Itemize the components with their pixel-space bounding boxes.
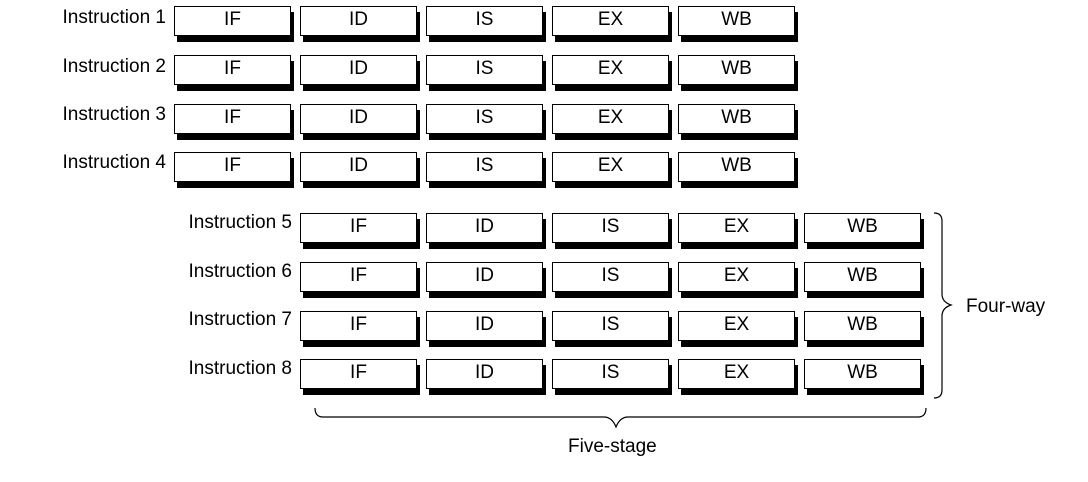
stage-box-wb: WB bbox=[678, 6, 795, 36]
stage-box-ex: EX bbox=[552, 152, 669, 182]
stage-box-id: ID bbox=[300, 152, 417, 182]
stage-box-ex: EX bbox=[552, 104, 669, 134]
instruction-label-3: Instruction 3 bbox=[62, 104, 167, 125]
stage-box-wb: WB bbox=[678, 55, 795, 85]
instruction-label-5: Instruction 5 bbox=[188, 212, 293, 233]
stage-box-wb: WB bbox=[678, 104, 795, 134]
five-stage-label: Five-stage bbox=[568, 436, 657, 457]
stage-box-if: IF bbox=[174, 104, 291, 134]
instruction-label-2: Instruction 2 bbox=[62, 56, 167, 77]
stage-box-ex: EX bbox=[678, 213, 795, 243]
stage-box-is: IS bbox=[426, 55, 543, 85]
stage-box-id: ID bbox=[300, 6, 417, 36]
stage-box-if: IF bbox=[300, 311, 417, 341]
instruction-label-6: Instruction 6 bbox=[188, 261, 293, 282]
horizontal-brace bbox=[314, 407, 927, 429]
instruction-label-4: Instruction 4 bbox=[62, 152, 167, 173]
stage-box-is: IS bbox=[552, 262, 669, 292]
stage-box-ex: EX bbox=[678, 262, 795, 292]
stage-box-wb: WB bbox=[804, 311, 921, 341]
stage-box-is: IS bbox=[552, 359, 669, 389]
stage-box-is: IS bbox=[552, 213, 669, 243]
stage-box-wb: WB bbox=[804, 359, 921, 389]
stage-box-is: IS bbox=[426, 152, 543, 182]
stage-box-if: IF bbox=[300, 213, 417, 243]
stage-box-if: IF bbox=[174, 6, 291, 36]
stage-box-id: ID bbox=[426, 262, 543, 292]
stage-box-is: IS bbox=[426, 6, 543, 36]
stage-box-if: IF bbox=[300, 359, 417, 389]
stage-box-wb: WB bbox=[804, 213, 921, 243]
stage-box-id: ID bbox=[426, 213, 543, 243]
stage-box-is: IS bbox=[426, 104, 543, 134]
stage-box-wb: WB bbox=[804, 262, 921, 292]
stage-box-ex: EX bbox=[552, 55, 669, 85]
stage-box-id: ID bbox=[426, 311, 543, 341]
instruction-label-1: Instruction 1 bbox=[62, 7, 167, 28]
four-way-label: Four-way bbox=[966, 296, 1046, 317]
stage-box-is: IS bbox=[552, 311, 669, 341]
stage-box-if: IF bbox=[174, 55, 291, 85]
instruction-label-8: Instruction 8 bbox=[188, 358, 293, 379]
stage-box-id: ID bbox=[300, 55, 417, 85]
stage-box-ex: EX bbox=[678, 311, 795, 341]
stage-box-ex: EX bbox=[678, 359, 795, 389]
stage-box-if: IF bbox=[174, 152, 291, 182]
stage-box-wb: WB bbox=[678, 152, 795, 182]
stage-box-if: IF bbox=[300, 262, 417, 292]
vertical-brace bbox=[933, 212, 953, 399]
stage-box-id: ID bbox=[426, 359, 543, 389]
stage-box-ex: EX bbox=[552, 6, 669, 36]
instruction-label-7: Instruction 7 bbox=[188, 309, 293, 330]
stage-box-id: ID bbox=[300, 104, 417, 134]
